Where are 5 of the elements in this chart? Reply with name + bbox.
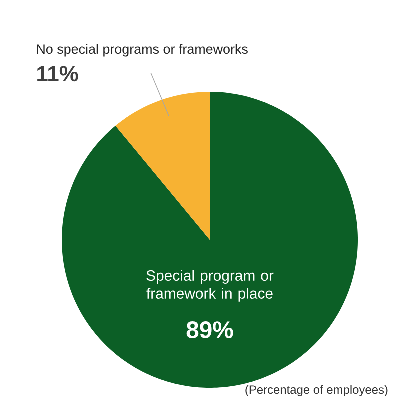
- slice-label: No special programs or frameworks: [37, 44, 248, 57]
- data-label: 89%: [186, 322, 234, 338]
- slice-label: Special program or framework in place: [146, 270, 274, 302]
- data-label: 11%: [38, 66, 78, 82]
- text: (Percentage of employees): [246, 385, 388, 396]
